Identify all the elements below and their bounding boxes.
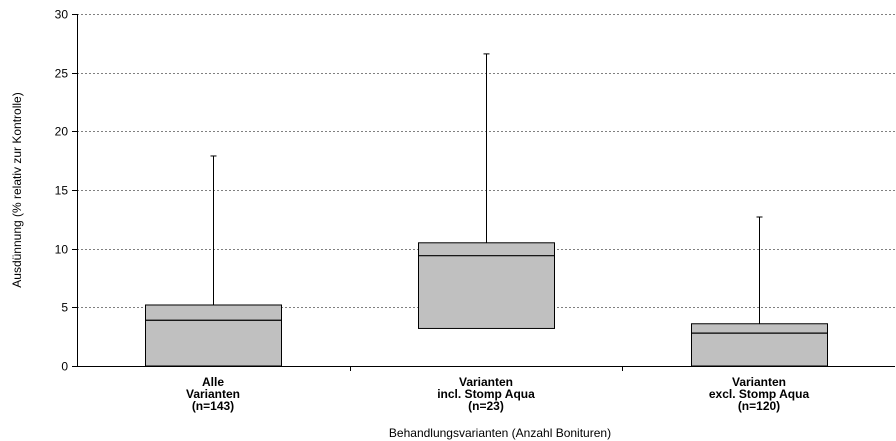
category-label-line: (n=120) bbox=[738, 399, 780, 413]
category-label-line: (n=23) bbox=[468, 399, 504, 413]
category-label-line: excl. Stomp Aqua bbox=[709, 387, 810, 401]
box bbox=[691, 323, 828, 367]
x-axis-title: Behandlungsvarianten (Anzahl Bonituren) bbox=[389, 426, 611, 440]
category-label-line: Varianten bbox=[732, 375, 786, 389]
category-label: Varianten incl. Stomp Aqua (n=23) bbox=[437, 375, 535, 413]
y-tick-label: 30 bbox=[55, 8, 69, 22]
y-axis-title: Ausdünnung (% relativ zur Kontrolle) bbox=[10, 92, 24, 287]
y-tick-label: 5 bbox=[61, 301, 68, 315]
category-label-line: Varianten bbox=[186, 387, 240, 401]
category-label: Varianten excl. Stomp Aqua (n=120) bbox=[709, 375, 810, 413]
y-tick-label: 20 bbox=[55, 125, 69, 139]
category-label: Alle Varianten (n=143) bbox=[186, 375, 240, 413]
category-label-line: incl. Stomp Aqua bbox=[437, 387, 535, 401]
y-tick-label: 0 bbox=[61, 360, 68, 374]
category-label-line: Alle bbox=[202, 375, 224, 389]
box bbox=[145, 304, 282, 367]
category-label-line: (n=143) bbox=[192, 399, 234, 413]
y-tick-label: 10 bbox=[55, 243, 69, 257]
y-tick-label: 15 bbox=[55, 184, 69, 198]
y-tick-label: 25 bbox=[55, 67, 69, 81]
boxes bbox=[145, 53, 828, 367]
category-label-line: Varianten bbox=[459, 375, 513, 389]
box bbox=[418, 242, 555, 329]
